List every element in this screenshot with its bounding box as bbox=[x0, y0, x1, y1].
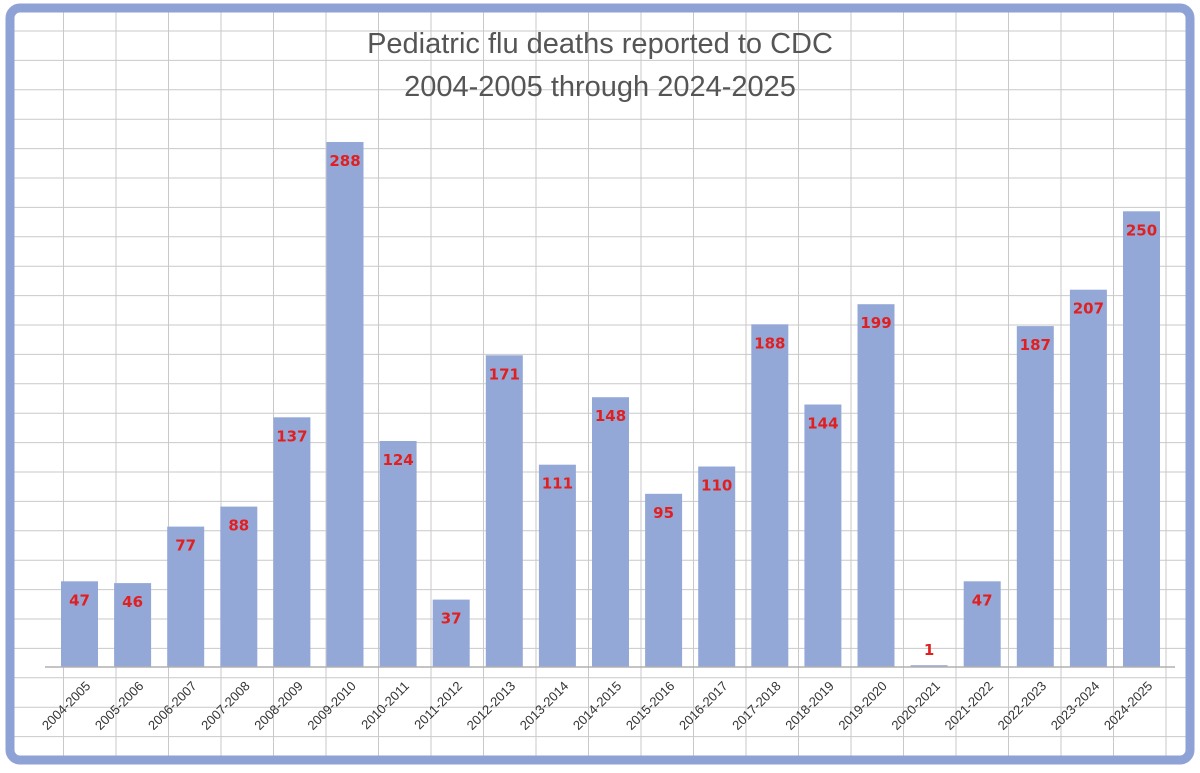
bar-2020-2021 bbox=[910, 665, 948, 667]
data-label: 111 bbox=[542, 475, 573, 493]
bar-2017-2018 bbox=[751, 324, 789, 667]
data-label: 77 bbox=[175, 537, 196, 555]
bar-2014-2015 bbox=[592, 397, 629, 667]
data-label: 250 bbox=[1126, 221, 1157, 239]
data-label: 47 bbox=[69, 591, 90, 609]
bar-2019-2020 bbox=[857, 304, 895, 667]
data-label: 288 bbox=[329, 152, 360, 170]
data-label: 188 bbox=[754, 334, 785, 352]
data-label: 95 bbox=[653, 504, 674, 522]
data-label: 171 bbox=[489, 365, 520, 383]
bar-2012-2013 bbox=[485, 355, 523, 667]
data-label: 187 bbox=[1020, 336, 1051, 354]
data-label: 124 bbox=[382, 451, 413, 469]
bar-2023-2024 bbox=[1069, 289, 1107, 667]
bar-2007-2008 bbox=[220, 506, 258, 667]
bar-2013-2014 bbox=[538, 464, 576, 667]
bar-2022-2023 bbox=[1016, 326, 1054, 667]
data-labels: 47 46 77 88 137 288 124 37 171 111 148 95 110 188 144 1… bbox=[69, 152, 1157, 659]
data-label: 148 bbox=[595, 407, 626, 425]
bar-2018-2019 bbox=[804, 404, 842, 667]
data-label: 1 bbox=[924, 641, 934, 659]
bar-2008-2009 bbox=[273, 417, 311, 667]
data-label: 47 bbox=[972, 591, 993, 609]
bar-2011-2012 bbox=[432, 599, 470, 667]
data-label: 144 bbox=[807, 415, 838, 433]
bar-2009-2010 bbox=[326, 142, 364, 667]
bar-2006-2007 bbox=[167, 526, 205, 667]
bar-2024-2025 bbox=[1123, 211, 1160, 668]
bars bbox=[61, 142, 1160, 668]
bar-2005-2006 bbox=[114, 583, 152, 667]
data-label: 110 bbox=[701, 477, 732, 495]
bar-2010-2011 bbox=[379, 441, 417, 667]
chart-title: Pediatric flu deaths reported to CDC bbox=[367, 28, 833, 60]
bar-2015-2016 bbox=[645, 493, 683, 667]
data-label: 88 bbox=[228, 517, 249, 535]
data-label: 207 bbox=[1073, 300, 1104, 318]
bar-2016-2017 bbox=[698, 466, 736, 667]
bar-2021-2022 bbox=[963, 581, 1001, 667]
bar-2004-2005 bbox=[61, 581, 98, 667]
data-label: 37 bbox=[441, 610, 462, 628]
chart-subtitle: 2004-2005 through 2024-2025 bbox=[404, 71, 796, 103]
data-label: 199 bbox=[860, 314, 891, 332]
data-label: 137 bbox=[276, 427, 307, 445]
data-label: 46 bbox=[122, 593, 143, 611]
chart-frame bbox=[5, 3, 1195, 765]
